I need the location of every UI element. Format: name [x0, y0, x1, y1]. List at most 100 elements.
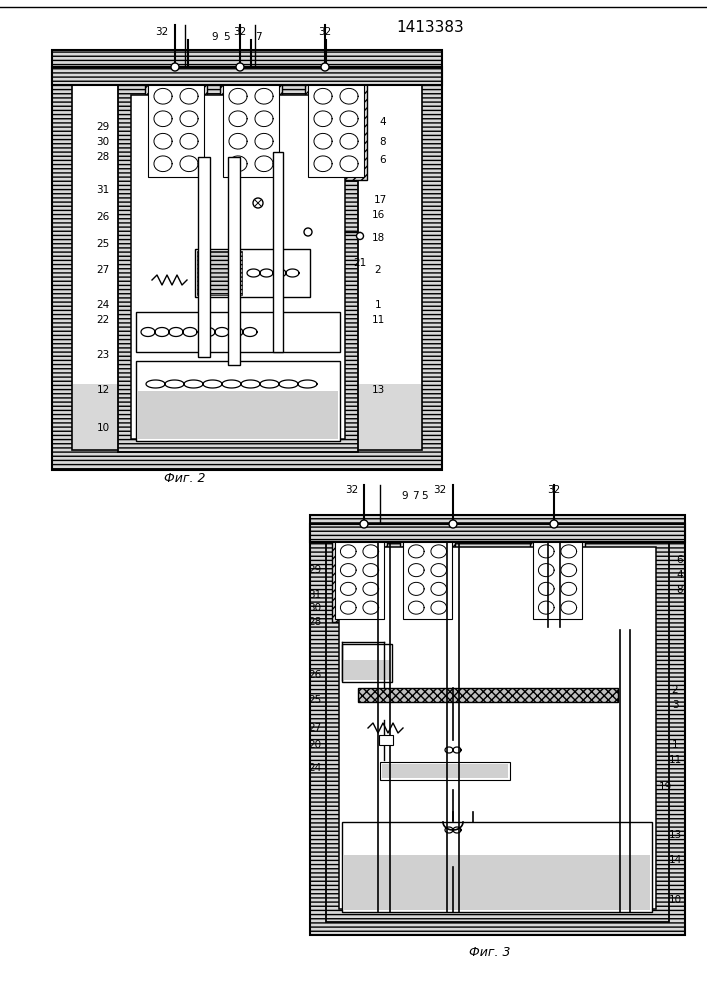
- Bar: [195, 249, 310, 297]
- Circle shape: [304, 228, 312, 236]
- Text: 5: 5: [223, 32, 229, 42]
- Text: 10: 10: [668, 895, 682, 905]
- Text: 25: 25: [308, 695, 322, 705]
- Text: 7: 7: [411, 491, 419, 501]
- Bar: [342, 822, 652, 912]
- Text: 4: 4: [380, 117, 386, 127]
- Text: 18: 18: [371, 233, 385, 243]
- Circle shape: [360, 520, 368, 528]
- Bar: [223, 83, 279, 177]
- Bar: [403, 540, 452, 619]
- Bar: [273, 152, 283, 352]
- Text: 31: 31: [96, 185, 110, 195]
- Text: 32: 32: [156, 27, 169, 37]
- Text: 22: 22: [96, 315, 110, 325]
- Circle shape: [449, 520, 457, 528]
- Text: 7: 7: [255, 32, 262, 42]
- Bar: [310, 515, 685, 935]
- Text: 9: 9: [402, 491, 409, 501]
- Text: Фиг. 3: Фиг. 3: [469, 946, 510, 960]
- Text: 26: 26: [96, 212, 110, 222]
- Text: 24: 24: [308, 763, 322, 773]
- Text: 6: 6: [677, 555, 683, 565]
- Bar: [379, 735, 393, 745]
- Bar: [138, 391, 338, 439]
- Text: 12: 12: [96, 385, 110, 395]
- Text: 30: 30: [96, 137, 110, 147]
- Bar: [530, 537, 585, 622]
- Text: 32: 32: [318, 27, 332, 37]
- Text: 8: 8: [677, 585, 683, 595]
- Text: 21: 21: [354, 258, 367, 268]
- Text: 2: 2: [672, 685, 678, 695]
- Bar: [72, 70, 422, 450]
- Bar: [344, 660, 390, 680]
- Text: 10: 10: [96, 423, 110, 433]
- Bar: [342, 644, 392, 682]
- Text: 20: 20: [308, 740, 322, 750]
- Bar: [73, 384, 421, 449]
- Bar: [358, 688, 618, 702]
- Text: 29: 29: [308, 565, 322, 575]
- Text: 9: 9: [211, 32, 218, 42]
- Bar: [148, 83, 204, 177]
- Text: Фиг. 2: Фиг. 2: [164, 472, 206, 485]
- Text: 32: 32: [433, 485, 447, 495]
- Bar: [328, 533, 667, 917]
- Text: 14: 14: [668, 855, 682, 865]
- Text: 27: 27: [96, 265, 110, 275]
- Bar: [329, 856, 666, 916]
- Text: 8: 8: [380, 137, 386, 147]
- Text: 6: 6: [380, 155, 386, 165]
- Bar: [533, 540, 582, 619]
- Bar: [52, 67, 442, 85]
- Text: 27: 27: [308, 723, 322, 733]
- Bar: [344, 855, 650, 910]
- Bar: [308, 83, 364, 177]
- Bar: [326, 534, 669, 922]
- Text: 24: 24: [96, 300, 110, 310]
- Bar: [136, 312, 340, 352]
- Text: 3: 3: [672, 700, 678, 710]
- Text: 16: 16: [371, 210, 385, 220]
- Text: 4: 4: [677, 570, 683, 580]
- Bar: [145, 80, 207, 180]
- Circle shape: [550, 520, 558, 528]
- Circle shape: [356, 232, 363, 239]
- Text: 19: 19: [658, 782, 672, 792]
- Text: 30: 30: [308, 603, 322, 613]
- Bar: [228, 157, 240, 365]
- Text: 1: 1: [375, 300, 381, 310]
- Bar: [52, 50, 442, 470]
- Bar: [400, 537, 455, 622]
- Bar: [332, 537, 387, 622]
- Text: 11: 11: [371, 315, 385, 325]
- Text: 31: 31: [308, 590, 322, 600]
- Bar: [380, 762, 510, 780]
- Bar: [310, 524, 685, 542]
- Bar: [382, 764, 508, 778]
- Bar: [339, 547, 656, 909]
- Text: 2: 2: [375, 265, 381, 275]
- Text: 13: 13: [371, 385, 385, 395]
- Text: 32: 32: [233, 27, 247, 37]
- Text: 17: 17: [373, 195, 387, 205]
- Text: 1: 1: [672, 740, 678, 750]
- Text: 29: 29: [96, 122, 110, 132]
- Text: 11: 11: [668, 755, 682, 765]
- Bar: [335, 540, 384, 619]
- Circle shape: [236, 63, 244, 71]
- Circle shape: [253, 198, 263, 208]
- Text: 32: 32: [547, 485, 561, 495]
- Text: 23: 23: [96, 350, 110, 360]
- Bar: [305, 80, 367, 180]
- Bar: [136, 361, 340, 441]
- Bar: [198, 157, 210, 357]
- Text: 26: 26: [308, 670, 322, 680]
- Bar: [131, 95, 345, 439]
- Bar: [220, 80, 282, 180]
- Text: 32: 32: [346, 485, 358, 495]
- Text: 5: 5: [421, 491, 428, 501]
- Text: 28: 28: [308, 617, 322, 627]
- Text: 1413383: 1413383: [396, 19, 464, 34]
